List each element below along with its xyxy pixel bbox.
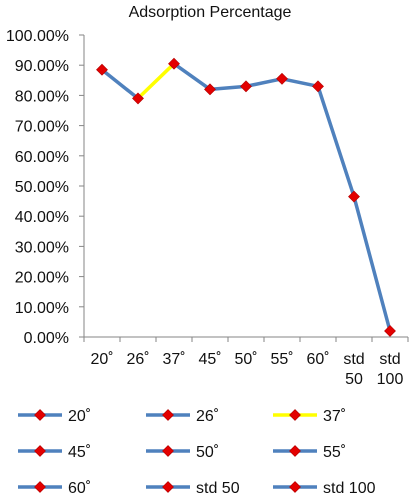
- data-point: [384, 325, 396, 337]
- legend-label: 20˚: [68, 408, 91, 425]
- line-segment: [208, 84, 248, 92]
- data-point: [348, 190, 360, 203]
- y-tick-label: 30.00%: [15, 239, 69, 256]
- x-tick-label: std: [379, 351, 400, 368]
- legend-item: 37˚: [273, 408, 346, 425]
- legend-swatch-marker: [162, 481, 174, 493]
- legend-item: 26˚: [146, 408, 219, 425]
- data-point: [96, 63, 108, 76]
- legend-item: std 50: [146, 480, 240, 497]
- x-tick-label: 26˚: [126, 351, 149, 368]
- line-segment: [100, 67, 140, 101]
- data-point: [204, 83, 216, 96]
- axes: 0.00% 10.00% 20.00% 30.00% 40.00% 50.00% 60.00…: [6, 28, 409, 388]
- line-segment: [136, 61, 176, 101]
- line-segment: [172, 61, 212, 92]
- y-tick-label: 100.00%: [6, 28, 69, 45]
- y-tick-label: 10.00%: [15, 300, 69, 317]
- y-tick-label: 70.00%: [15, 119, 69, 136]
- line-segment: [316, 84, 356, 199]
- x-tick-label: 20˚: [90, 351, 113, 368]
- legend-label: 37˚: [323, 408, 346, 425]
- series-markers: [96, 57, 396, 337]
- y-tick-label: 40.00%: [15, 209, 69, 226]
- data-point: [312, 80, 324, 93]
- legend-item: 50˚: [146, 444, 219, 461]
- x-tick-label: 60˚: [306, 351, 329, 368]
- legend-item: 55˚: [273, 444, 346, 461]
- line-segment: [352, 194, 392, 333]
- legend-swatch-marker: [162, 409, 174, 421]
- data-point: [276, 72, 288, 85]
- legend-label: 50˚: [196, 444, 219, 461]
- line-segment: [280, 77, 320, 89]
- legend-swatch-marker: [289, 481, 301, 493]
- series-line: [100, 61, 392, 333]
- legend-label: std 50: [196, 480, 240, 497]
- legend-label: 45˚: [68, 444, 91, 461]
- legend-item: 45˚: [18, 444, 91, 461]
- legend-label: 26˚: [196, 408, 219, 425]
- y-tick-label: 60.00%: [15, 149, 69, 166]
- legend-label: 55˚: [323, 444, 346, 461]
- legend-swatch-marker: [34, 445, 46, 457]
- x-tick-label: 45˚: [198, 351, 221, 368]
- legend-swatch-marker: [34, 481, 46, 493]
- x-tick-label: 55˚: [270, 351, 293, 368]
- legend-label: 60˚: [68, 480, 91, 497]
- y-tick-label: 20.00%: [15, 270, 69, 287]
- y-tick-label: 0.00%: [24, 330, 69, 347]
- legend-swatch-marker: [162, 445, 174, 457]
- x-tick-label: 50˚: [234, 351, 257, 368]
- legend-swatch-marker: [289, 409, 301, 421]
- x-tick-label: 37˚: [162, 351, 185, 368]
- legend-swatch-marker: [289, 445, 301, 457]
- legend-label: std 100: [323, 480, 376, 497]
- legend-swatch-marker: [34, 409, 46, 421]
- x-tick-label: 100: [377, 371, 404, 388]
- y-tick-label: 80.00%: [15, 88, 69, 105]
- chart-title: Adsorption Percentage: [129, 4, 292, 21]
- data-point: [168, 57, 180, 70]
- line-segment: [244, 77, 284, 89]
- legend-item: std 100: [273, 480, 376, 497]
- x-tick-label: std: [343, 351, 364, 368]
- data-point: [132, 92, 144, 105]
- x-tick-label: 50: [345, 371, 363, 388]
- legend-item: 20˚: [18, 408, 91, 425]
- y-tick-label: 90.00%: [15, 58, 69, 75]
- data-point: [240, 80, 252, 93]
- legend-item: 60˚: [18, 480, 91, 497]
- legend: 20˚ 26˚ 37˚ 45˚ 50˚ 55˚ 60˚ std 50 std 100: [18, 408, 376, 497]
- y-tick-label: 50.00%: [15, 179, 69, 196]
